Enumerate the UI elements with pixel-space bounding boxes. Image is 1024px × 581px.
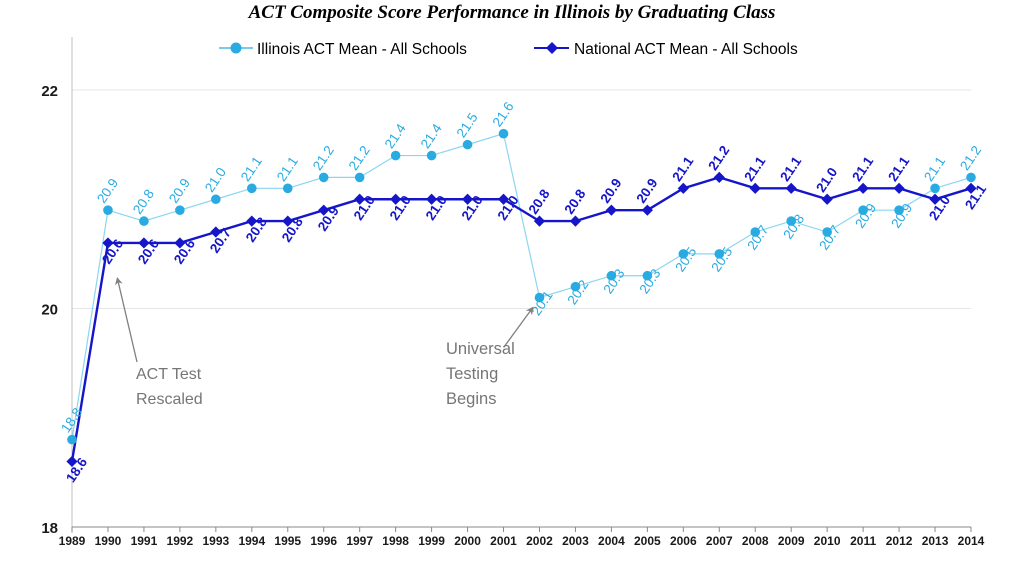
svg-text:20.6: 20.6 (171, 236, 198, 267)
svg-text:21.6: 21.6 (490, 99, 517, 129)
svg-text:1993: 1993 (202, 534, 229, 548)
svg-text:20.2: 20.2 (564, 277, 591, 307)
svg-text:2014: 2014 (958, 534, 985, 548)
svg-text:21.0: 21.0 (459, 193, 486, 223)
svg-text:20.8: 20.8 (279, 214, 306, 245)
svg-text:20.8: 20.8 (130, 187, 157, 217)
svg-text:20.9: 20.9 (597, 176, 624, 206)
svg-text:Universal: Universal (446, 340, 515, 358)
svg-text:21.1: 21.1 (885, 153, 912, 184)
svg-text:Rescaled: Rescaled (136, 391, 203, 408)
svg-text:21.0: 21.0 (202, 165, 229, 195)
svg-text:20.3: 20.3 (636, 266, 663, 296)
svg-text:2009: 2009 (778, 534, 805, 548)
svg-text:20.8: 20.8 (780, 212, 807, 242)
svg-text:1997: 1997 (346, 534, 373, 548)
svg-text:20.7: 20.7 (816, 223, 843, 253)
svg-text:21.1: 21.1 (777, 153, 804, 184)
svg-text:21.5: 21.5 (454, 110, 481, 140)
svg-text:21.1: 21.1 (669, 153, 696, 184)
svg-text:20.5: 20.5 (672, 244, 699, 274)
svg-text:ACT Test: ACT Test (136, 366, 202, 383)
svg-text:21.1: 21.1 (921, 154, 948, 184)
svg-text:20.8: 20.8 (243, 214, 270, 245)
svg-text:20.9: 20.9 (315, 204, 342, 234)
svg-text:21.0: 21.0 (813, 165, 840, 195)
svg-text:21.2: 21.2 (705, 143, 732, 173)
svg-text:1992: 1992 (167, 534, 194, 548)
svg-text:21.0: 21.0 (423, 193, 450, 223)
svg-text:18.6: 18.6 (63, 455, 90, 486)
svg-text:21.1: 21.1 (274, 154, 301, 184)
svg-text:2010: 2010 (814, 534, 841, 548)
svg-text:21.2: 21.2 (957, 143, 984, 173)
svg-text:20.9: 20.9 (166, 176, 193, 206)
svg-text:20.3: 20.3 (600, 266, 627, 296)
svg-text:2004: 2004 (598, 534, 625, 548)
svg-text:2001: 2001 (490, 534, 517, 548)
svg-text:2000: 2000 (454, 534, 481, 548)
svg-text:1990: 1990 (95, 534, 122, 548)
svg-text:21.2: 21.2 (346, 143, 373, 173)
svg-text:1999: 1999 (418, 534, 445, 548)
svg-text:Begins: Begins (446, 390, 496, 408)
svg-text:22: 22 (41, 83, 58, 100)
svg-text:2007: 2007 (706, 534, 733, 548)
svg-text:2005: 2005 (634, 534, 661, 548)
svg-text:21.4: 21.4 (382, 121, 409, 152)
svg-text:20.7: 20.7 (744, 223, 771, 253)
svg-text:1995: 1995 (274, 534, 301, 548)
svg-text:1991: 1991 (131, 534, 158, 548)
svg-text:2003: 2003 (562, 534, 589, 548)
svg-text:20.5: 20.5 (708, 244, 735, 274)
svg-text:21.1: 21.1 (849, 153, 876, 184)
svg-text:21.2: 21.2 (310, 143, 337, 173)
svg-text:20.7: 20.7 (207, 226, 234, 256)
svg-text:21.1: 21.1 (741, 153, 768, 184)
svg-text:1989: 1989 (59, 534, 86, 548)
svg-text:Testing: Testing (446, 365, 498, 383)
svg-text:20.9: 20.9 (888, 201, 915, 231)
svg-text:2008: 2008 (742, 534, 769, 548)
svg-text:20.8: 20.8 (526, 186, 553, 217)
svg-text:20.9: 20.9 (94, 176, 121, 206)
svg-text:2013: 2013 (922, 534, 949, 548)
svg-text:21.4: 21.4 (418, 121, 445, 152)
svg-text:20.9: 20.9 (852, 201, 879, 231)
svg-text:20.1: 20.1 (529, 288, 556, 318)
svg-text:1998: 1998 (382, 534, 409, 548)
svg-text:1996: 1996 (310, 534, 337, 548)
svg-text:20: 20 (41, 302, 58, 319)
svg-text:2002: 2002 (526, 534, 553, 548)
svg-text:20.8: 20.8 (561, 186, 588, 217)
svg-text:20.6: 20.6 (135, 236, 162, 267)
svg-text:21.0: 21.0 (387, 193, 414, 223)
svg-text:18: 18 (41, 520, 58, 537)
svg-text:2011: 2011 (850, 534, 876, 548)
svg-text:21.1: 21.1 (238, 154, 265, 184)
svg-text:21.0: 21.0 (351, 193, 378, 223)
svg-text:20.9: 20.9 (633, 176, 660, 206)
svg-text:21.1: 21.1 (962, 181, 989, 212)
svg-text:1994: 1994 (238, 534, 265, 548)
svg-text:2006: 2006 (670, 534, 697, 548)
svg-text:2012: 2012 (886, 534, 913, 548)
